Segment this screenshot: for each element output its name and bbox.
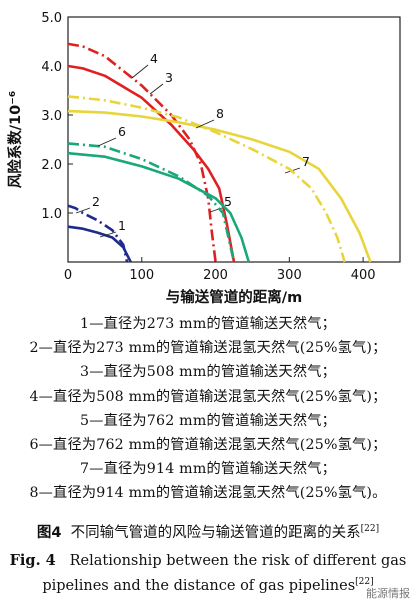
series-line-6 [67, 142, 236, 263]
series-leader-8 [195, 119, 215, 129]
caption-chinese: 图4 不同输气管道的风险与输送管道的距离的关系[22] [0, 521, 416, 542]
series-line-7 [67, 109, 372, 263]
legend-item: 5—直径为762 mm的管道输送天然气； [80, 412, 336, 429]
caption-cn-text: 不同输气管道的风险与输送管道的距离的关系 [70, 525, 361, 541]
series-line-8 [67, 95, 346, 263]
series-line-2 [67, 204, 129, 263]
risk-distance-chart: 0 100 200 300 400 1.0 2.0 3.0 4.0 5.0 与输送管道的距离/m 风险… [6, 11, 401, 306]
series-label-3: 3 [165, 70, 173, 85]
y-tick-label: 2.0 [41, 158, 62, 173]
series-label-8: 8 [216, 106, 224, 121]
watermark: 能源情报 [366, 587, 410, 600]
y-axis-label: 风险系数/10⁻⁶ [6, 91, 24, 188]
series-leader-2 [75, 207, 91, 214]
legend-item: 6—直径为762 mm的管道输送混氢天然气(25%氢气)； [29, 436, 387, 453]
y-tick-label: 4.0 [41, 60, 62, 75]
caption-english-line2: pipelines and the distance of gas pipeli… [0, 577, 416, 594]
citation-ref: [22] [360, 524, 380, 535]
series-line-4 [67, 42, 217, 263]
x-tick-label: 200 [203, 268, 228, 283]
legend-item: 2—直径为273 mm的管道输送混氢天然气(25%氢气)； [29, 340, 387, 357]
series-label-6: 6 [118, 124, 126, 139]
series-leader-4 [131, 64, 149, 79]
series-leader-6 [97, 137, 117, 147]
y-tick-label: 1.0 [41, 207, 62, 222]
series-label-2: 2 [92, 194, 100, 209]
citation-ref-en: [22] [355, 577, 374, 587]
series-label-1: 1 [118, 218, 126, 233]
x-tick-label: 300 [277, 268, 302, 283]
legend-item: 8—直径为914 mm的管道输送混氢天然气(25%氢气)。 [29, 485, 387, 502]
legend-item: 1—直径为273 mm的管道输送天然气； [80, 316, 336, 332]
legend: 1—直径为273 mm的管道输送天然气； 2—直径为273 mm的管道输送混氢天… [0, 312, 416, 506]
series-label-4: 4 [150, 51, 158, 66]
series-leader-1 [99, 231, 117, 238]
series-leader-3 [149, 83, 164, 95]
series-label-5: 5 [224, 194, 232, 209]
legend-item: 3—直径为508 mm的管道输送天然气； [80, 364, 336, 381]
series-line-5 [67, 151, 251, 263]
y-tick-label: 3.0 [41, 109, 62, 124]
legend-item: 7—直径为914 mm的管道输送天然气； [80, 461, 336, 478]
figure-label-en: Fig. 4 [9, 552, 56, 569]
caption-english-line1: Fig. 4 Relationship between the risk of … [0, 552, 416, 569]
figure-label-cn: 图4 [36, 525, 62, 541]
series-label-7: 7 [302, 154, 310, 169]
y-tick-label: 5.0 [41, 11, 62, 26]
x-tick-label: 100 [129, 268, 154, 283]
caption-en-text-1: Relationship between the risk of differe… [69, 553, 407, 569]
x-tick-label: 400 [351, 268, 376, 283]
x-tick-label: 0 [64, 268, 72, 283]
x-axis-label: 与输送管道的距离/m [166, 288, 302, 306]
legend-item: 4—直径为508 mm的管道输送混氢天然气(25%氢气)； [29, 388, 387, 405]
caption-en-text-2: pipelines and the distance of gas pipeli… [42, 577, 356, 594]
